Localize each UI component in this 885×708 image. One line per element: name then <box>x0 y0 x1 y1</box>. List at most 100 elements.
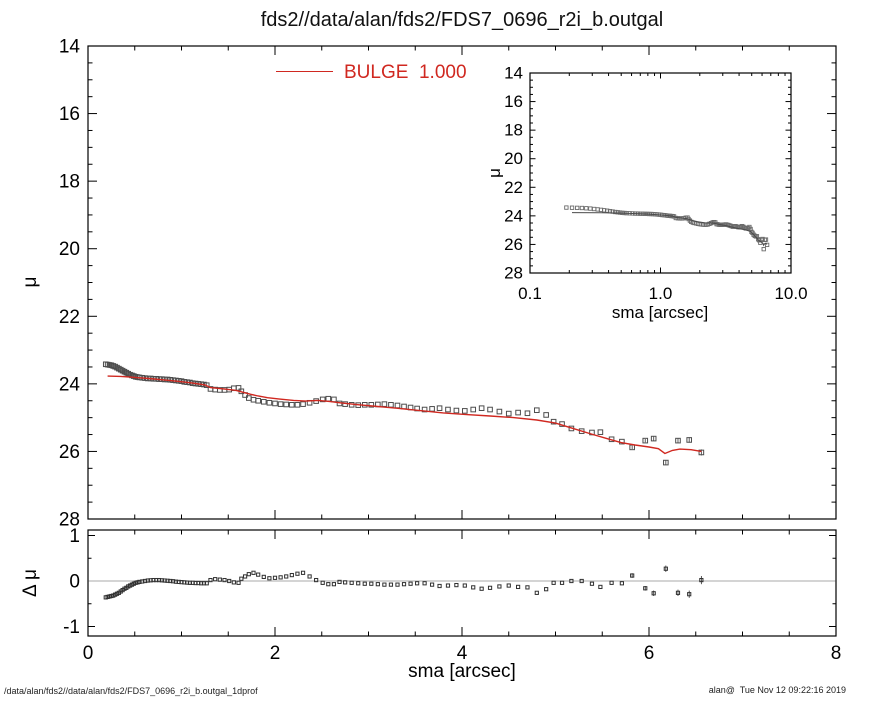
data-point-square <box>543 412 549 418</box>
residual-point-square <box>408 581 413 586</box>
residual-point-square <box>569 578 574 584</box>
data-point-square <box>496 408 503 415</box>
data-point-square <box>487 406 493 413</box>
residual-point-square <box>337 579 342 585</box>
inset-y-tick-label: 26 <box>504 235 523 254</box>
data-point-square <box>524 410 531 417</box>
inset-data-point-square <box>575 205 580 211</box>
data-point-square <box>277 401 284 407</box>
data-point-square <box>388 402 394 408</box>
residual-point-square <box>349 580 354 585</box>
residual-point-square <box>267 576 272 581</box>
residual-point-square <box>437 583 442 589</box>
residual-point-square <box>307 574 312 579</box>
residual-point-square <box>388 582 394 587</box>
residual-point-square <box>236 580 241 585</box>
residual-point-square <box>295 571 300 576</box>
residual-point-square <box>579 578 584 584</box>
residual-y-tick-label: 1 <box>69 526 80 547</box>
inset-model-line <box>571 212 768 247</box>
x-axis-title: sma [arcsec] <box>408 661 516 682</box>
bulge-model-line-swatch <box>276 71 333 72</box>
residual-point-square <box>487 585 493 590</box>
residual-point-square <box>239 576 244 581</box>
page-title: fds2//data/alan/fds2/FDS7_0696_r2i_b.out… <box>260 9 664 31</box>
data-point-square <box>289 402 295 408</box>
residual-point-square <box>675 590 681 595</box>
residual-point-square <box>401 582 407 587</box>
residual-point-square <box>272 575 278 580</box>
main-y-tick-label: 28 <box>59 510 80 531</box>
inset-y-tick-label: 22 <box>504 178 523 197</box>
residual-point-square <box>251 570 256 575</box>
residual-point-square <box>559 580 565 585</box>
inset-data-point-square <box>763 237 769 242</box>
inset-data-point-square <box>584 206 589 211</box>
residual-x-tick-label: 4 <box>457 643 468 664</box>
bulge-model-line <box>107 375 702 455</box>
residual-point-square <box>462 583 467 588</box>
residual-x-tick-label: 8 <box>831 643 842 664</box>
data-point-square <box>319 396 326 403</box>
inset-y-tick-label: 24 <box>504 206 523 225</box>
residual-point-square <box>551 580 556 585</box>
inset-y-tick-label: 28 <box>504 264 523 283</box>
residual-point-square <box>284 574 289 579</box>
inset-plot-frame <box>529 72 792 274</box>
residual-point-square <box>589 581 595 586</box>
data-point-square <box>436 405 443 411</box>
residual-point-square <box>289 572 294 578</box>
residual-point-square <box>213 577 218 582</box>
residual-point-square <box>256 572 261 577</box>
data-point-square <box>597 429 604 435</box>
data-point-square <box>445 406 451 413</box>
data-point-square <box>698 449 705 456</box>
data-point-square <box>381 401 388 407</box>
data-point-square <box>260 398 267 405</box>
main-y-tick-label: 24 <box>59 374 81 395</box>
inset-x-tick-label: 1.0 <box>649 284 673 303</box>
data-point-square <box>534 407 540 414</box>
main-y-tick-label: 22 <box>59 307 80 328</box>
inset-data-point-square <box>588 206 593 211</box>
residual-point-square <box>343 580 348 585</box>
residual-point-square <box>314 577 319 583</box>
inset-y-tick-label: 20 <box>504 149 523 168</box>
residual-point-square <box>422 581 427 586</box>
residual-point-square <box>278 575 283 580</box>
residual-point-square <box>506 583 511 588</box>
legend-label: BULGE 1.000 <box>344 62 467 83</box>
data-point-square <box>642 437 649 444</box>
inset-data-point-square <box>764 242 770 248</box>
data-point-square <box>505 410 512 417</box>
residual-point-square <box>525 585 530 590</box>
residual-x-tick-label: 0 <box>83 643 94 664</box>
residual-point-square <box>320 580 325 585</box>
residual-point-square <box>663 566 668 571</box>
residual-point-square <box>598 584 603 590</box>
inset-data-point-square <box>761 246 766 252</box>
inset-data-point-square <box>569 205 575 210</box>
data-point-square <box>250 396 257 403</box>
residual-x-tick-label: 2 <box>270 643 281 664</box>
residual-point-square <box>331 582 337 587</box>
inset-y-tick-label: 16 <box>504 92 523 111</box>
inset-x-tick-label: 0.1 <box>518 284 542 303</box>
data-point-square <box>331 396 337 403</box>
residual-y-tick-label: -1 <box>63 617 80 638</box>
residual-point-square <box>231 580 236 585</box>
inset-x-tick-label: 10.0 <box>774 284 807 303</box>
main-y-tick-label: 20 <box>59 239 80 260</box>
residual-point-square <box>208 577 213 583</box>
residual-point-square <box>242 574 248 579</box>
data-point-square <box>300 401 306 407</box>
residual-point-square <box>516 584 521 590</box>
data-point-square <box>255 397 261 404</box>
residual-point-square <box>261 574 266 580</box>
residual-point-square <box>534 590 539 595</box>
residual-point-square <box>204 581 209 586</box>
data-point-square <box>663 459 669 466</box>
inset-data-point-square <box>615 210 620 215</box>
residual-point-square <box>454 582 459 588</box>
data-point-square <box>453 407 460 414</box>
